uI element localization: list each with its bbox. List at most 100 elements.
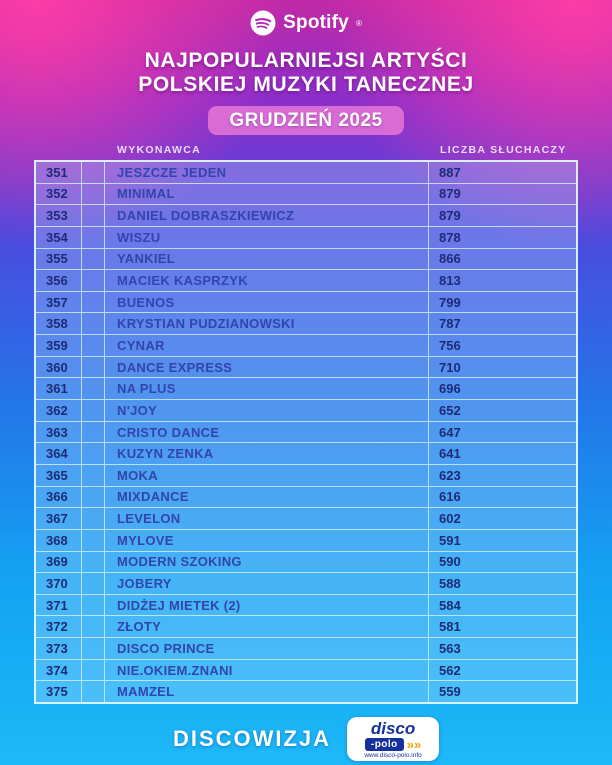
table-row: 353 DANIEL DOBRASZKIEWICZ 879 xyxy=(36,204,576,226)
rank-cell: 364 xyxy=(36,443,82,464)
listeners-cell: 879 xyxy=(428,183,576,205)
listeners-cell: 602 xyxy=(428,508,576,529)
listeners-cell: 591 xyxy=(428,529,576,551)
artist-cell: MIXDANCE xyxy=(117,489,189,505)
rank-cell: 361 xyxy=(36,378,82,400)
listeners-cell: 710 xyxy=(428,356,576,378)
table-row: 360 DANCE EXPRESS 710 xyxy=(36,355,576,378)
artist-cell: NA PLUS xyxy=(117,381,176,397)
listeners-cell: 563 xyxy=(428,638,576,659)
trend-spacer-cell xyxy=(82,551,105,573)
trend-spacer-cell xyxy=(82,681,105,703)
trend-spacer-cell xyxy=(82,335,105,356)
trend-spacer-cell xyxy=(82,594,105,616)
artist-cell: DANCE EXPRESS xyxy=(117,359,233,375)
table-row: 373 DISCO PRINCE 563 xyxy=(36,637,576,659)
trend-spacer-cell xyxy=(82,205,105,226)
listeners-cell: 787 xyxy=(428,313,576,335)
table-row: 365 MOKA 623 xyxy=(36,463,576,486)
artist-cell: NIE.OKIEM.ZNANI xyxy=(117,662,233,678)
rank-cell: 359 xyxy=(36,335,82,356)
artist-cell: MINIMAL xyxy=(117,186,175,202)
table-row: 352 MINIMAL 879 xyxy=(36,182,576,205)
table-row: 361 NA PLUS 696 xyxy=(36,377,576,400)
artist-cell: MACIEK KASPRZYK xyxy=(117,273,248,289)
table-row: 354 WISZU 878 xyxy=(36,225,576,248)
spotify-wordmark: Spotify xyxy=(283,12,349,33)
registered-mark: ® xyxy=(355,18,362,28)
table-row: 356 MACIEK KASPRZYK 813 xyxy=(36,269,576,291)
title-line-1: NAJPOPULARNIEJSI ARTYŚCI xyxy=(144,49,468,72)
artist-cell: N'JOY xyxy=(117,402,157,418)
artist-cell: KUZYN ZENKA xyxy=(117,446,214,462)
table-row: 368 MYLOVE 591 xyxy=(36,528,576,551)
listeners-cell: 647 xyxy=(428,421,576,443)
table-row: 371 DIDŻEJ MIETEK (2) 584 xyxy=(36,593,576,616)
listeners-cell: 581 xyxy=(428,616,576,638)
artist-cell: JESZCZE JEDEN xyxy=(117,164,227,180)
rank-cell: 356 xyxy=(36,270,82,291)
disco-polo-logo: disco -polo »» www.disco-polo.info xyxy=(347,717,440,761)
ranking-table: 351 JESZCZE JEDEN 887 352 MINIMAL 879 35… xyxy=(34,160,578,704)
trend-spacer-cell xyxy=(82,529,105,551)
rank-cell: 374 xyxy=(36,659,82,681)
artist-cell: JOBERY xyxy=(117,575,172,591)
listeners-cell: 590 xyxy=(428,551,576,573)
rank-cell: 355 xyxy=(36,248,82,270)
trend-spacer-cell xyxy=(82,162,105,183)
column-header-listeners: LICZBA SŁUCHACZY xyxy=(440,144,567,156)
table-row: 370 JOBERY 588 xyxy=(36,572,576,594)
trend-spacer-cell xyxy=(82,226,105,248)
rank-cell: 354 xyxy=(36,226,82,248)
table-row: 364 KUZYN ZENKA 641 xyxy=(36,442,576,464)
rank-cell: 370 xyxy=(36,573,82,594)
artist-cell: MAMZEL xyxy=(117,684,175,700)
rank-cell: 351 xyxy=(36,162,82,183)
spotify-icon xyxy=(250,10,276,36)
table-row: 363 CRISTO DANCE 647 xyxy=(36,420,576,443)
trend-spacer-cell xyxy=(82,508,105,529)
trend-spacer-cell xyxy=(82,443,105,464)
disco-polo-url: www.disco-polo.info xyxy=(364,752,422,759)
listeners-cell: 799 xyxy=(428,291,576,313)
period-badge: GRUDZIEŃ 2025 xyxy=(208,106,404,135)
listeners-cell: 641 xyxy=(428,443,576,464)
table-row: 375 MAMZEL 559 xyxy=(36,680,576,703)
table-row: 355 YANKIEL 866 xyxy=(36,247,576,270)
table-row: 366 MIXDANCE 616 xyxy=(36,485,576,508)
rank-cell: 373 xyxy=(36,638,82,659)
listeners-cell: 756 xyxy=(428,335,576,356)
trend-spacer-cell xyxy=(82,400,105,421)
listeners-cell: 878 xyxy=(428,226,576,248)
rank-cell: 363 xyxy=(36,421,82,443)
rank-cell: 375 xyxy=(36,681,82,703)
trend-spacer-cell xyxy=(82,486,105,508)
artist-cell: DANIEL DOBRASZKIEWICZ xyxy=(117,208,295,224)
listeners-cell: 879 xyxy=(428,205,576,226)
listeners-cell: 562 xyxy=(428,659,576,681)
trend-spacer-cell xyxy=(82,313,105,335)
trend-spacer-cell xyxy=(82,421,105,443)
footer: DISCOWIZJA disco -polo »» www.disco-polo… xyxy=(0,717,612,761)
listeners-cell: 623 xyxy=(428,464,576,486)
listeners-cell: 813 xyxy=(428,270,576,291)
trend-spacer-cell xyxy=(82,638,105,659)
artist-cell: MOKA xyxy=(117,467,158,483)
spotify-logo: Spotify ® xyxy=(0,10,612,36)
double-arrow-icon: »» xyxy=(406,736,422,752)
page-title: NAJPOPULARNIEJSI ARTYŚCI POLSKIEJ MUZYKI… xyxy=(0,49,612,97)
trend-spacer-cell xyxy=(82,270,105,291)
trend-spacer-cell xyxy=(82,356,105,378)
rank-cell: 371 xyxy=(36,594,82,616)
table-row: 374 NIE.OKIEM.ZNANI 562 xyxy=(36,658,576,681)
table-row: 369 MODERN SZOKING 590 xyxy=(36,550,576,573)
artist-cell: CRISTO DANCE xyxy=(117,424,220,440)
artist-cell: DISCO PRINCE xyxy=(117,640,215,656)
listeners-cell: 866 xyxy=(428,248,576,270)
artist-cell: MYLOVE xyxy=(117,532,174,548)
table-row: 351 JESZCZE JEDEN 887 xyxy=(36,162,576,183)
listeners-cell: 559 xyxy=(428,681,576,703)
title-line-2: POLSKIEJ MUZYKI TANECZNEJ xyxy=(138,73,474,96)
rank-cell: 360 xyxy=(36,356,82,378)
